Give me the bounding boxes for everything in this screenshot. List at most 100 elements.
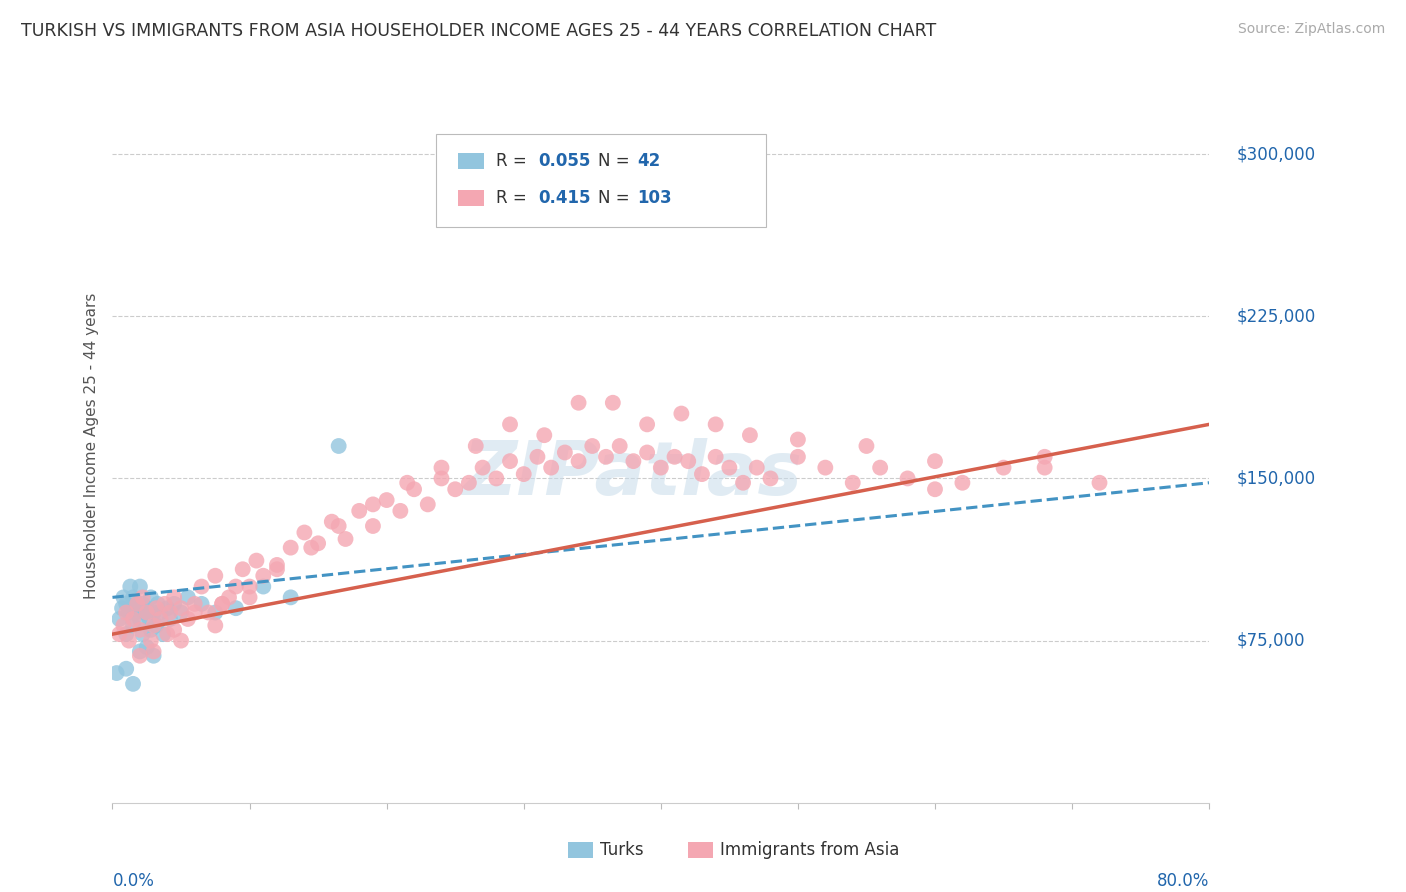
Point <box>361 519 384 533</box>
Point <box>430 460 453 475</box>
Point <box>115 606 138 620</box>
Point <box>127 597 149 611</box>
Point <box>239 580 262 594</box>
Point <box>112 591 135 605</box>
Point <box>855 439 877 453</box>
Point <box>924 454 946 468</box>
Point <box>125 606 148 620</box>
Point <box>897 471 920 485</box>
Point <box>321 515 343 529</box>
Text: 42: 42 <box>637 152 661 169</box>
Point <box>204 618 226 632</box>
Point <box>225 580 247 594</box>
Point <box>170 601 193 615</box>
Point <box>131 627 153 641</box>
Point <box>152 627 174 641</box>
Point <box>540 460 562 475</box>
Point <box>759 471 782 485</box>
Point <box>636 445 658 459</box>
Point <box>595 450 617 464</box>
Point <box>135 606 157 620</box>
Point <box>204 568 226 582</box>
Point <box>146 597 169 611</box>
Point <box>952 475 974 490</box>
Point <box>131 591 153 605</box>
Point <box>139 633 162 648</box>
Point <box>787 450 810 464</box>
Text: 80.0%: 80.0% <box>1157 872 1209 890</box>
Point <box>129 580 152 594</box>
Point <box>142 644 165 658</box>
Point <box>129 612 152 626</box>
Y-axis label: Householder Income Ages 25 - 44 years: Householder Income Ages 25 - 44 years <box>83 293 98 599</box>
Text: 0.0%: 0.0% <box>112 872 155 890</box>
Point <box>156 627 179 641</box>
Point <box>389 504 412 518</box>
Point <box>1033 460 1056 475</box>
Point <box>299 541 322 555</box>
Point <box>118 606 141 620</box>
Point <box>149 606 172 620</box>
Text: N =: N = <box>598 152 634 169</box>
Point <box>464 439 486 453</box>
Point <box>115 597 138 611</box>
Point <box>328 519 350 533</box>
Point <box>416 497 439 511</box>
Point <box>841 475 863 490</box>
Point <box>671 407 693 421</box>
Point <box>678 454 700 468</box>
Point <box>170 633 193 648</box>
Point <box>266 558 288 572</box>
Text: $150,000: $150,000 <box>1237 469 1316 487</box>
Point <box>581 439 603 453</box>
Point <box>869 460 891 475</box>
Point <box>197 606 219 620</box>
Point <box>1033 450 1056 464</box>
Point <box>704 450 727 464</box>
Point <box>814 460 837 475</box>
Point <box>177 612 200 626</box>
Point <box>105 666 128 681</box>
Point <box>787 433 810 447</box>
Point <box>153 597 176 611</box>
Point <box>636 417 658 432</box>
Point <box>609 439 631 453</box>
Point <box>280 591 302 605</box>
Point <box>396 475 419 490</box>
Point <box>145 601 167 615</box>
Point <box>135 601 157 615</box>
Point <box>111 601 134 615</box>
Text: R =: R = <box>496 152 533 169</box>
Point <box>122 677 145 691</box>
Point <box>204 606 226 620</box>
Point <box>650 460 672 475</box>
Point <box>993 460 1015 475</box>
Text: 0.415: 0.415 <box>538 189 591 207</box>
Point <box>232 562 254 576</box>
Point <box>533 428 555 442</box>
Point <box>142 618 165 632</box>
Point <box>159 612 181 626</box>
Point <box>444 482 467 496</box>
Point <box>142 648 165 663</box>
Text: TURKISH VS IMMIGRANTS FROM ASIA HOUSEHOLDER INCOME AGES 25 - 44 YEARS CORRELATIO: TURKISH VS IMMIGRANTS FROM ASIA HOUSEHOL… <box>21 22 936 40</box>
Point <box>120 580 142 594</box>
Point <box>568 454 591 468</box>
Point <box>118 633 141 648</box>
Point <box>211 597 233 611</box>
Point <box>485 471 508 485</box>
Point <box>142 606 165 620</box>
Text: Immigrants from Asia: Immigrants from Asia <box>720 841 900 859</box>
Point <box>335 532 357 546</box>
Point <box>245 553 267 567</box>
Text: 0.055: 0.055 <box>538 152 591 169</box>
Point <box>239 591 262 605</box>
Point <box>122 591 145 605</box>
Point <box>183 606 207 620</box>
Point <box>177 591 200 605</box>
Text: N =: N = <box>598 189 634 207</box>
Point <box>602 396 624 410</box>
Point <box>349 504 371 518</box>
Point <box>745 460 768 475</box>
Point <box>307 536 329 550</box>
